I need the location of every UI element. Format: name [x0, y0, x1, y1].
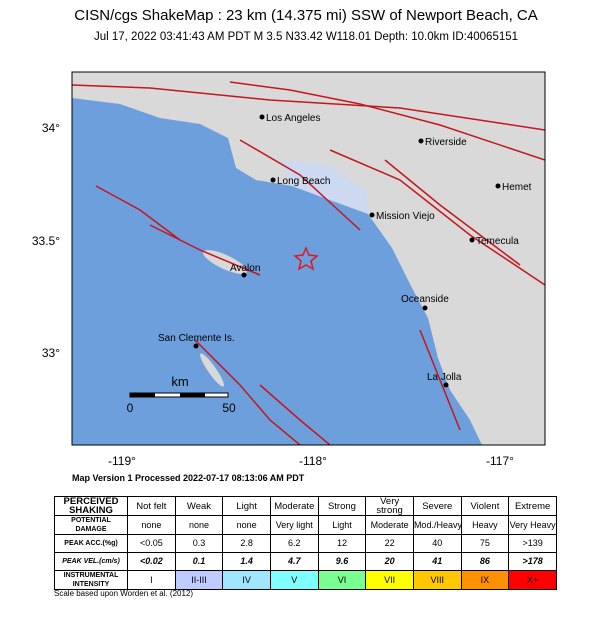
- place: Avalon: [230, 263, 260, 274]
- place: San Clemente Is.: [158, 333, 235, 344]
- footnote: Scale based upon Worden et al. (2012): [54, 589, 194, 598]
- table-cell: 22: [365, 534, 414, 553]
- table-cell: VI: [317, 570, 367, 590]
- scale-label: 50: [222, 401, 236, 415]
- table-cell: Extreme: [508, 496, 557, 516]
- place: Oceanside: [401, 294, 449, 305]
- table-cell: 0.1: [174, 552, 224, 571]
- table-cell: >139: [508, 534, 557, 553]
- table-cell: Moderate: [269, 496, 319, 516]
- lon-label: -118°: [299, 454, 327, 468]
- lat-label: 33°: [42, 346, 60, 360]
- place: Long Beach: [277, 176, 330, 187]
- table-row: INSTRUMENTAL INTENSITY I II-III IV V VI VII VII…: [54, 570, 557, 590]
- table-row: PEAK ACC.(%g) <0.05 0.3 2.8 6.2 12 22 40 75 >139: [54, 534, 557, 553]
- table-cell: none: [127, 515, 176, 535]
- table-cell: none: [174, 515, 224, 535]
- table-cell: 75: [460, 534, 510, 553]
- lon-labels: -119° -118° -117°: [108, 454, 514, 468]
- table-cell: Light: [317, 515, 367, 535]
- table-cell: 6.2: [269, 534, 319, 553]
- table-cell: 86: [460, 552, 510, 571]
- title: CISN/cgs ShakeMap : 23 km (14.375 mi) SS…: [74, 7, 538, 24]
- table-cell: 12: [317, 534, 367, 553]
- table-cell: IV: [222, 570, 271, 590]
- lat-label: 34°: [42, 121, 60, 135]
- table-cell: <0.02: [127, 552, 176, 571]
- row-header: PEAK VEL.(cm/s): [54, 552, 128, 571]
- map-figure: CISN/cgs ShakeMap : 23 km (14.375 mi) SS…: [32, 7, 546, 483]
- table-cell: 40: [412, 534, 462, 553]
- table-cell: I: [127, 570, 176, 590]
- table-cell: Very strong: [365, 496, 414, 516]
- table-cell: Weak: [174, 496, 224, 516]
- table-cell: X+: [508, 570, 557, 590]
- table-cell: Very light: [269, 515, 319, 535]
- table-cell: 2.8: [222, 534, 271, 553]
- table-cell: 20: [365, 552, 414, 571]
- table-cell: 41: [412, 552, 462, 571]
- scale-unit: km: [171, 374, 188, 389]
- place: Los Angeles: [266, 113, 321, 124]
- lon-label: -117°: [486, 454, 514, 468]
- lon-label: -119°: [108, 454, 136, 468]
- lat-labels: 34° 33.5° 33°: [32, 121, 60, 360]
- table-row: PERCEIVED SHAKING Not felt Weak Light Modera…: [54, 496, 557, 516]
- table-cell: Violent: [460, 496, 510, 516]
- place: Temecula: [476, 236, 519, 247]
- place: La Jolla: [427, 372, 462, 383]
- intensity-table: PERCEIVED SHAKING Not felt Weak Light Modera…: [54, 496, 557, 590]
- table-cell: 1.4: [222, 552, 271, 571]
- table-cell: IX: [460, 570, 510, 590]
- row-header: PERCEIVED SHAKING: [54, 496, 128, 516]
- table-cell: Heavy: [460, 515, 510, 535]
- table-cell: 0.3: [174, 534, 224, 553]
- version: Map Version 1 Processed 2022-07-17 08:13…: [72, 473, 305, 483]
- table-cell: >178: [508, 552, 557, 571]
- table-cell: none: [222, 515, 271, 535]
- map-area: [72, 72, 545, 445]
- table-cell: II-III: [174, 570, 224, 590]
- table-cell: 9.6: [317, 552, 367, 571]
- table-cell: 4.7: [269, 552, 319, 571]
- table-cell: Strong: [317, 496, 367, 516]
- table-cell: V: [269, 570, 319, 590]
- subtitle: Jul 17, 2022 03:41:43 AM PDT M 3.5 N33.4…: [94, 31, 518, 43]
- table-cell: <0.05: [127, 534, 176, 553]
- table-cell: Light: [222, 496, 271, 516]
- place: Mission Viejo: [376, 211, 435, 222]
- table-row: POTENTIAL DAMAGE none none none Very light Li…: [54, 515, 557, 535]
- place: Hemet: [502, 182, 532, 193]
- row-header: POTENTIAL DAMAGE: [54, 515, 128, 535]
- row-header: INSTRUMENTAL INTENSITY: [54, 570, 128, 590]
- table-row: PEAK VEL.(cm/s) <0.02 0.1 1.4 4.7 9.6 20 41 86 >1…: [54, 552, 557, 571]
- places: Los Angeles Riverside Long Beach Hemet M…: [158, 113, 532, 388]
- map-frame: [71, 71, 546, 446]
- row-header: PEAK ACC.(%g): [54, 534, 128, 553]
- table-cell: Severe: [412, 496, 462, 516]
- table-cell: Very Heavy: [508, 515, 557, 535]
- table-cell: Mod./Heavy: [412, 515, 462, 535]
- table-cell: VIII: [412, 570, 462, 590]
- scale-bar: km 0 50: [127, 374, 236, 415]
- table-cell: Moderate: [365, 515, 414, 535]
- place: Riverside: [425, 137, 467, 148]
- scale-label: 0: [127, 401, 134, 415]
- table-cell: Not felt: [127, 496, 176, 516]
- table-cell: VII: [365, 570, 414, 590]
- lat-label: 33.5°: [32, 234, 60, 248]
